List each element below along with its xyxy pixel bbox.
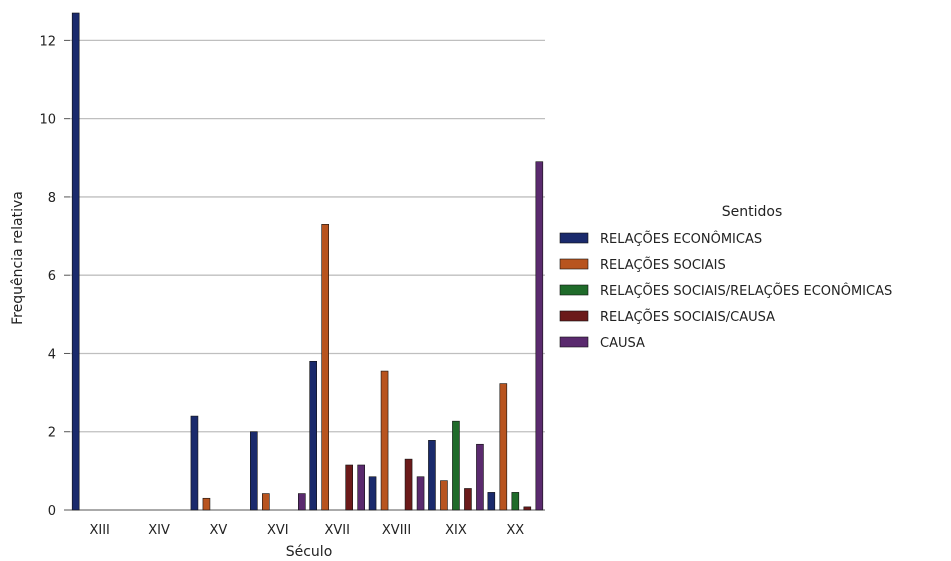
bar — [499, 383, 508, 511]
y-tick-label: 8 — [48, 191, 56, 206]
bar — [202, 497, 211, 511]
legend-swatch — [559, 336, 589, 348]
legend-label: RELAÇÕES SOCIAIS/RELAÇÕES ECONÔMICAS — [600, 283, 892, 299]
legend: Sentidos RELAÇÕES ECONÔMICAS RELAÇÕES SOC… — [559, 204, 892, 351]
y-tick-label: 4 — [48, 347, 56, 362]
y-tick-label: 12 — [39, 34, 56, 49]
bar — [452, 420, 460, 511]
legend-swatch — [559, 258, 589, 270]
bar — [416, 476, 425, 511]
bar — [476, 443, 484, 511]
bar — [428, 440, 436, 511]
x-tick-label: XIV — [148, 523, 170, 538]
bar — [380, 370, 389, 511]
grid-lines — [70, 39, 545, 433]
y-tick-label: 0 — [48, 504, 56, 519]
legend-swatch — [559, 232, 589, 244]
y-tick-label: 10 — [39, 113, 56, 128]
y-tick-label: 6 — [48, 269, 56, 284]
bar — [368, 476, 377, 511]
legend-swatch — [559, 310, 589, 322]
bar — [440, 480, 448, 511]
legend-swatch — [559, 284, 589, 296]
bars — [71, 12, 544, 511]
x-tick-label: XX — [506, 523, 524, 538]
x-tick-label: XV — [210, 523, 228, 538]
tick-labels: 0 2 4 6 8 10 12 XIII XIV XV XVI XVII XVIII XIX XX — [39, 34, 524, 538]
x-tick-label: XIII — [89, 523, 109, 538]
x-tick-label: XVII — [324, 523, 349, 538]
x-tick-label: XIX — [445, 523, 467, 538]
legend-title: Sentidos — [722, 204, 783, 220]
bar — [357, 464, 365, 511]
legend-label: RELAÇÕES SOCIAIS — [600, 257, 726, 273]
y-axis-label: Frequência relativa — [10, 191, 26, 325]
x-tick-label: XVI — [267, 523, 289, 538]
legend-label: CAUSA — [600, 336, 645, 351]
bar — [71, 12, 80, 511]
x-axis-label: Século — [286, 544, 333, 560]
bar — [523, 506, 532, 511]
bar — [535, 161, 544, 511]
x-tick-label: XVIII — [382, 523, 411, 538]
bar — [298, 493, 306, 511]
legend-label: RELAÇÕES ECONÔMICAS — [600, 231, 762, 247]
bar — [345, 464, 353, 511]
bar — [464, 488, 472, 511]
bar — [250, 431, 258, 511]
legend-label: RELAÇÕES SOCIAIS/CAUSA — [600, 309, 775, 325]
bar — [262, 493, 270, 511]
bar — [511, 492, 520, 511]
bar — [309, 360, 317, 511]
bar — [321, 224, 329, 511]
bar — [487, 492, 496, 511]
bar — [190, 415, 199, 511]
bar — [404, 458, 413, 511]
y-tick-label: 2 — [48, 426, 56, 441]
